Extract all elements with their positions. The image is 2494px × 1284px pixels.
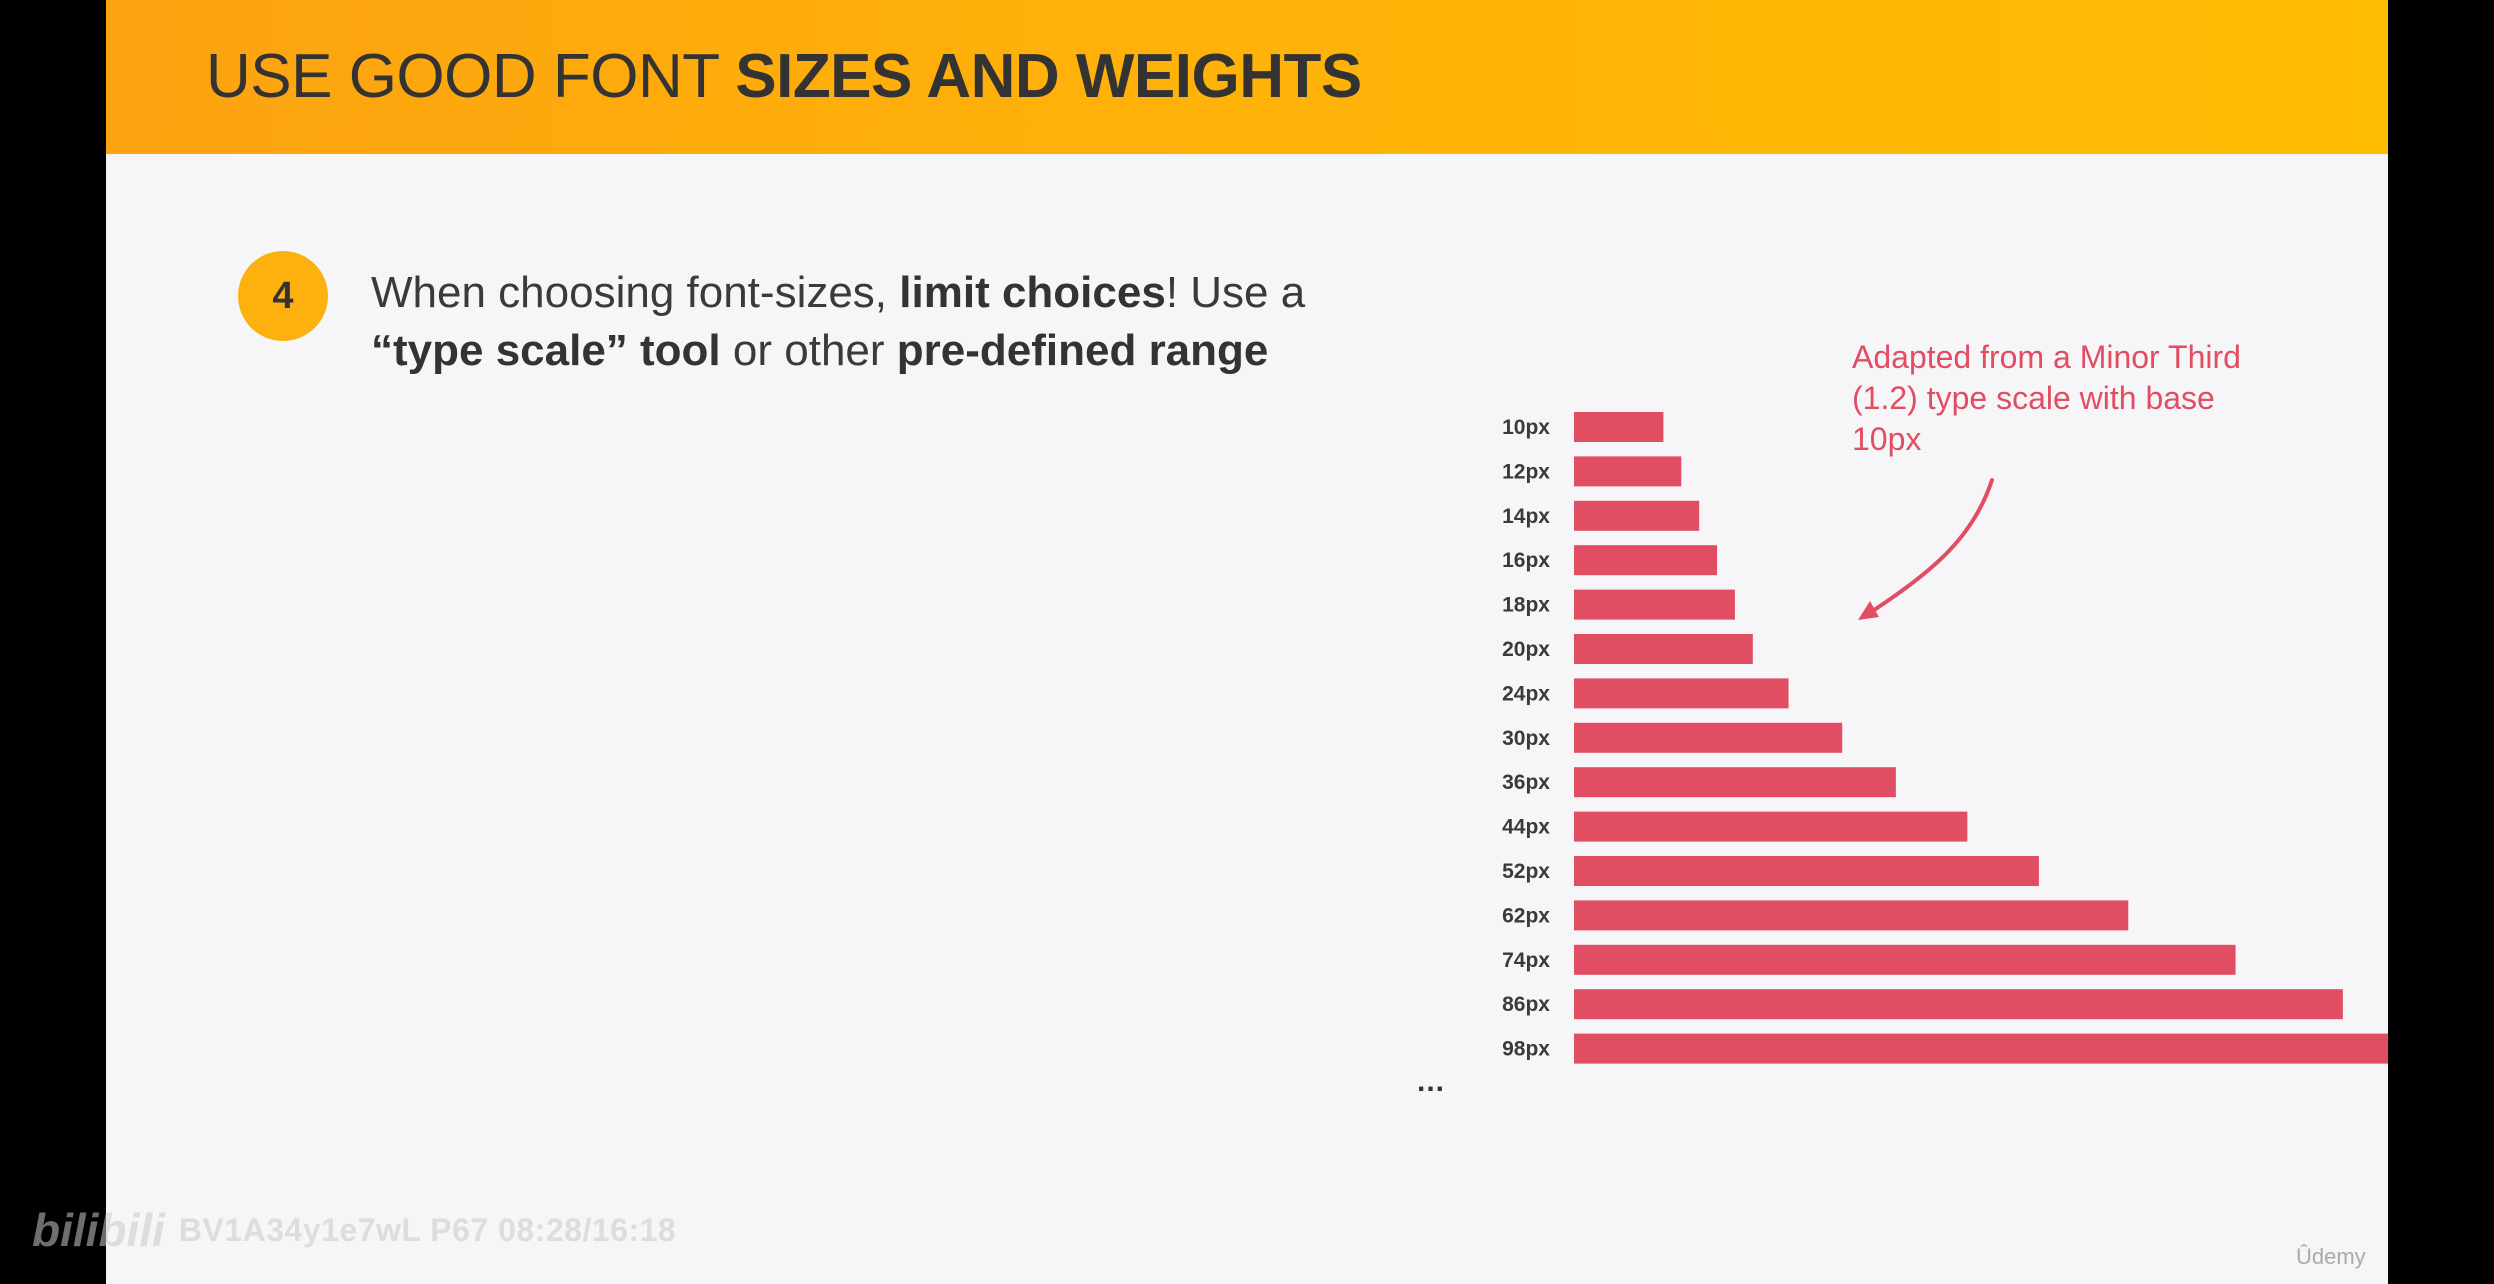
tick-label: 16px bbox=[1502, 549, 1550, 572]
bar-12px bbox=[1574, 456, 1682, 487]
tick-label: 98px bbox=[1502, 1038, 1550, 1061]
tick-label: 62px bbox=[1502, 904, 1550, 927]
tick-label: 10px bbox=[1502, 416, 1550, 439]
bar-10px bbox=[1574, 412, 1664, 442]
header-bar: USE GOOD FONT SIZES AND WEIGHTS bbox=[106, 0, 2388, 154]
tick-label: 52px bbox=[1502, 860, 1550, 883]
curved-arrow-icon bbox=[1858, 478, 1994, 620]
tick-label: 18px bbox=[1502, 594, 1550, 617]
point-line1-a: When choosing font-sizes, bbox=[371, 268, 900, 317]
tick-label: 44px bbox=[1502, 816, 1550, 839]
tick-label: 30px bbox=[1502, 727, 1550, 750]
type-scale-chart: 10px 12px 14px 16px 18px 20px 24px 30px 36px 44px… bbox=[1502, 412, 2388, 1064]
udemy-watermark: Ûdemy bbox=[2296, 1244, 2366, 1269]
bar-44px bbox=[1574, 811, 1968, 842]
bar-62px bbox=[1574, 900, 2129, 931]
bar-16px bbox=[1574, 545, 1718, 576]
tick-label: 24px bbox=[1502, 682, 1550, 705]
point-line1-c: ! Use a bbox=[1165, 268, 1306, 317]
bar-30px bbox=[1574, 722, 1843, 753]
annotation-note: Adapted from a Minor Third (1.2) type sc… bbox=[1852, 339, 2241, 457]
point-number: 4 bbox=[272, 274, 294, 317]
tick-label: 36px bbox=[1502, 771, 1550, 794]
point-line1-b: limit choices bbox=[899, 268, 1166, 317]
tick-label: 14px bbox=[1502, 505, 1550, 528]
slide: USE GOOD FONT SIZES AND WEIGHTS 4 When c… bbox=[106, 0, 2388, 1284]
point-line-2: “type scale” tool or other pre-defined r… bbox=[371, 322, 1371, 380]
video-id-timestamp: BV1A34y1e7wL P67 08:28/16:18 bbox=[178, 1211, 677, 1248]
tick-label: 74px bbox=[1502, 949, 1550, 972]
point-line2-c: pre-defined range bbox=[896, 326, 1269, 375]
point-line2-a: “type scale” tool bbox=[371, 326, 721, 375]
chart-ellipsis: ... bbox=[1416, 1065, 1445, 1098]
tick-label: 86px bbox=[1502, 993, 1550, 1016]
bar-18px bbox=[1574, 589, 1735, 620]
tick-label: 20px bbox=[1502, 638, 1550, 661]
tick-label: 12px bbox=[1502, 460, 1550, 483]
bar-36px bbox=[1574, 767, 1896, 798]
point-text: When choosing font-sizes, limit choices!… bbox=[371, 264, 1371, 380]
slide-title: USE GOOD FONT SIZES AND WEIGHTS bbox=[206, 40, 1362, 114]
bar-14px bbox=[1574, 500, 1700, 531]
point-number-badge: 4 bbox=[238, 251, 328, 341]
video-watermark: bilibili BV1A34y1e7wL P67 08:28/16:18 bbox=[32, 1200, 676, 1260]
point-line-1: When choosing font-sizes, limit choices!… bbox=[371, 264, 1371, 322]
bar-24px bbox=[1574, 678, 1789, 709]
bar-20px bbox=[1574, 634, 1753, 664]
bar-98px bbox=[1574, 1033, 2388, 1064]
bar-86px bbox=[1574, 989, 2343, 1020]
title-regular: USE GOOD FONT bbox=[206, 42, 736, 111]
title-bold: SIZES AND WEIGHTS bbox=[735, 42, 1362, 111]
bar-52px bbox=[1574, 856, 2039, 886]
point-line2-b: or other bbox=[720, 326, 897, 375]
bar-74px bbox=[1574, 944, 2236, 975]
bilibili-logo: bilibili bbox=[32, 1204, 165, 1256]
